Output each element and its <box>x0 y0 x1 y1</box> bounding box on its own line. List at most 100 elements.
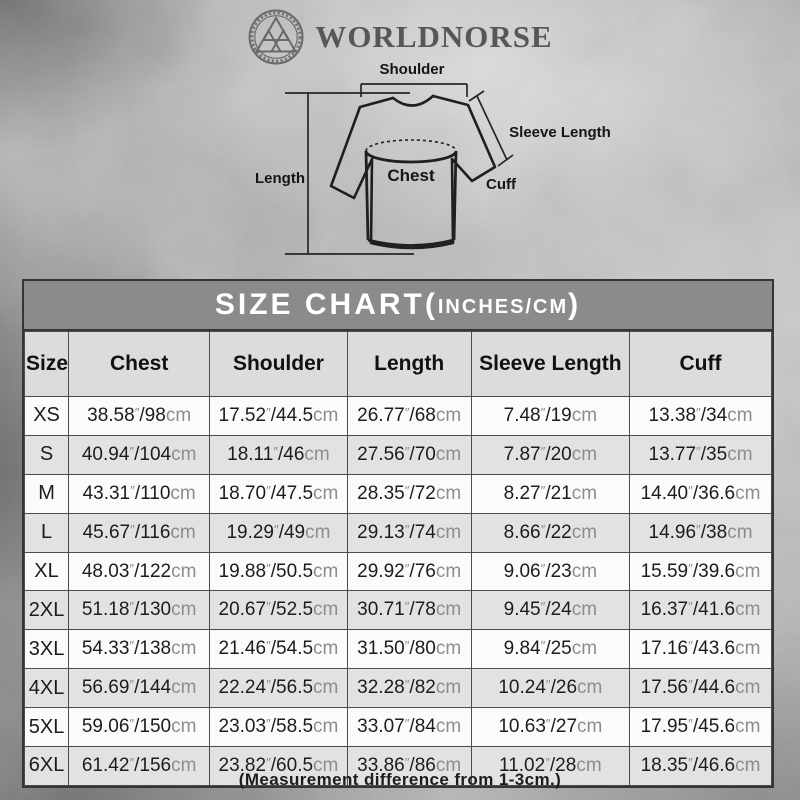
cm-unit: cm <box>435 560 462 582</box>
inch-mark: ″ <box>540 443 546 459</box>
cm-unit: cm <box>313 638 339 660</box>
inch-mark: ″ <box>688 677 693 693</box>
cm-unit: cm <box>171 677 197 699</box>
inches-value: 18.11 <box>227 443 274 465</box>
cm-value: /24 <box>545 599 572 621</box>
inches-value: 8.66 <box>503 521 541 543</box>
length-measure-line <box>285 92 414 255</box>
inch-mark: ″ <box>134 404 140 420</box>
measurement-cell: 7.87″/20cm <box>470 434 631 475</box>
cm-unit: cm <box>435 443 462 465</box>
inch-mark: ″ <box>404 443 410 459</box>
inches-value: 18.35 <box>640 754 689 776</box>
cm-value: /43.6 <box>692 638 736 660</box>
cm-value: /122 <box>134 560 172 582</box>
measurement-cell: 26.77″/68cm <box>346 396 472 436</box>
chest-cylinder-front <box>364 150 458 164</box>
column-header-shoulder: Shoulder <box>209 331 348 397</box>
inches-value: 9.06 <box>503 560 541 582</box>
inches-value: 21.46 <box>218 638 267 660</box>
size-label: 5XL <box>23 707 70 748</box>
cm-value: /76 <box>409 560 436 582</box>
inches-value: 14.96 <box>648 521 697 543</box>
inch-mark: ″ <box>696 521 701 537</box>
inch-mark: ″ <box>129 599 135 615</box>
inch-mark: ″ <box>130 482 135 498</box>
inches-value: 54.33 <box>81 638 130 660</box>
measurement-cell: 9.84″/25cm <box>470 629 631 670</box>
inches-value: 17.52 <box>218 404 267 426</box>
measurement-cell: 23.03″/58.5cm <box>209 707 348 748</box>
inches-value: 9.84 <box>503 638 541 660</box>
cm-value: /80 <box>409 638 436 660</box>
size-row-6xl: 6XL 61.42″/156cm 23.82″/60.5cm 33.86″/86cm 1… <box>23 746 772 786</box>
inch-mark: ″ <box>129 677 135 693</box>
inches-value: 32.28 <box>357 677 405 699</box>
inches-value: 51.18 <box>81 599 130 621</box>
size-row-l: L 45.67″/116cm 19.29″/49cm 29.13″/74cm 8.66″… <box>23 512 772 553</box>
sleeve-length-label: Sleeve Length <box>509 124 611 141</box>
inches-value: 18.70 <box>218 482 267 504</box>
measurement-cell: 51.18″/130cm <box>68 590 211 631</box>
chest-label: Chest <box>387 166 435 185</box>
cm-unit: cm <box>735 482 761 504</box>
cm-unit: cm <box>735 638 761 660</box>
inch-mark: ″ <box>545 754 550 770</box>
inch-mark: ″ <box>404 754 410 770</box>
cm-unit: cm <box>165 404 192 426</box>
cm-unit: cm <box>435 404 462 426</box>
size-label: 6XL <box>23 746 70 786</box>
inches-value: 61.42 <box>81 754 130 776</box>
measurement-cell: 14.96″/38cm <box>629 512 772 553</box>
cm-value: /86 <box>409 754 436 776</box>
cm-unit: cm <box>435 677 462 699</box>
brand-name: WORLDNORSE <box>315 19 553 54</box>
measurement-cell: 28.35″/72cm <box>346 473 472 514</box>
cm-value: /35 <box>700 443 728 465</box>
inches-value: 7.87 <box>503 443 541 465</box>
measurement-cell: 9.06″/23cm <box>470 551 631 592</box>
cm-value: /39.6 <box>692 560 736 582</box>
measurement-cell: 17.56″/44.6cm <box>629 668 772 709</box>
cm-value: /144 <box>134 677 172 699</box>
column-header-sleeve-length: Sleeve Length <box>470 331 631 397</box>
cm-value: /49 <box>278 521 306 543</box>
measurement-cell: 54.33″/138cm <box>68 629 211 670</box>
inch-mark: ″ <box>266 599 271 615</box>
inches-value: 10.24 <box>498 677 546 699</box>
measurement-cell: 18.35″/46.6cm <box>629 746 772 786</box>
inches-value: 7.48 <box>503 404 541 426</box>
measurement-cell: 31.50″/80cm <box>346 629 472 670</box>
cm-unit: cm <box>313 482 339 504</box>
inches-value: 28.35 <box>357 482 405 504</box>
cm-value: /68 <box>409 404 436 426</box>
cm-value: /70 <box>409 443 436 465</box>
cm-value: /60.5 <box>270 754 314 776</box>
cm-unit: cm <box>171 443 197 465</box>
cm-value: /110 <box>134 482 171 504</box>
measurement-cell: 19.29″/49cm <box>209 512 348 553</box>
cm-unit: cm <box>735 716 761 738</box>
cm-unit: cm <box>735 677 761 699</box>
cm-value: /44.6 <box>692 677 736 699</box>
inch-mark: ″ <box>540 404 546 420</box>
measurement-cell: 9.45″/24cm <box>470 590 631 631</box>
cm-unit: cm <box>435 599 462 621</box>
valknut-logo-icon <box>248 9 304 65</box>
inches-value: 11.02 <box>499 754 546 776</box>
measurement-cell: 32.28″/82cm <box>346 668 472 709</box>
inches-value: 29.13 <box>357 521 405 543</box>
cm-unit: cm <box>571 638 598 660</box>
measurement-cell: 20.67″/52.5cm <box>209 590 348 631</box>
inch-mark: ″ <box>273 443 278 459</box>
sleeve-measure-line <box>468 90 514 167</box>
inches-value: 13.77 <box>648 443 697 465</box>
cm-value: /21 <box>545 482 572 504</box>
measurement-cell: 29.13″/74cm <box>346 512 472 553</box>
measurement-cell: 17.16″/43.6cm <box>629 629 772 670</box>
measurement-cell: 18.11″/46cm <box>209 434 348 475</box>
inches-value: 33.86 <box>357 754 405 776</box>
cm-value: /36.6 <box>692 482 736 504</box>
inch-mark: ″ <box>266 677 271 693</box>
cm-value: /20 <box>545 443 572 465</box>
